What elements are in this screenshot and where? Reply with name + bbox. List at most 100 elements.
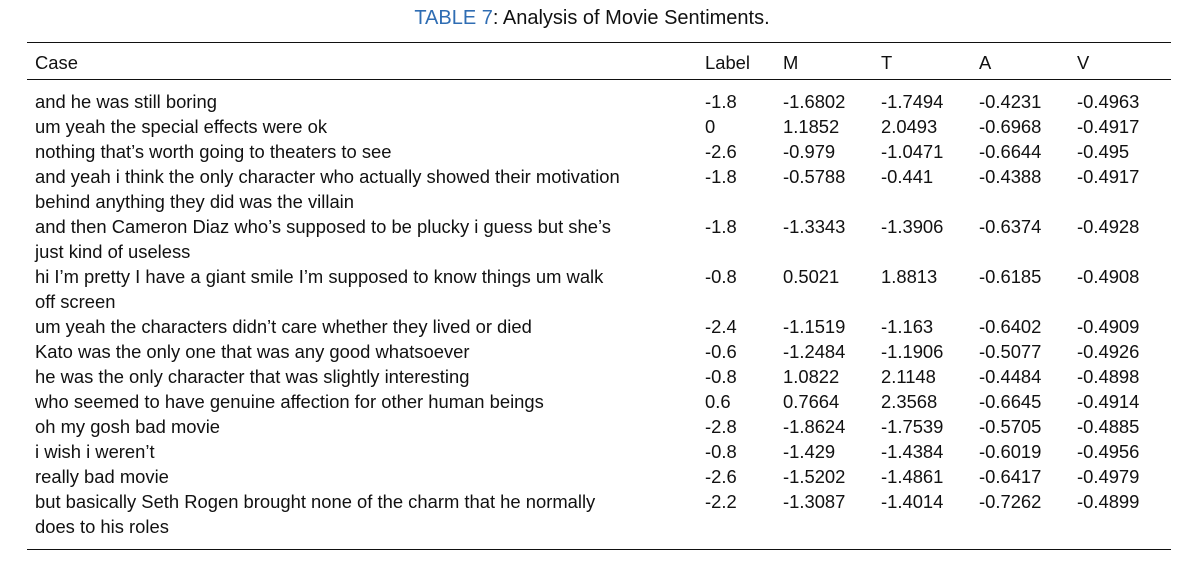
a-cell: -0.4484 — [979, 366, 1042, 387]
a-cell: -0.6968 — [979, 116, 1042, 137]
m-cell: 0.5021 — [783, 266, 840, 287]
label-cell: -0.8 — [705, 266, 737, 287]
case-cell: who seemed to have genuine affection for… — [35, 389, 705, 414]
t-cell: -1.163 — [881, 316, 934, 337]
a-cell: -0.6402 — [979, 316, 1042, 337]
m-cell: -1.429 — [783, 441, 836, 462]
case-text: um yeah the special effects were ok — [35, 116, 328, 137]
case-cell: he was the only character that was sligh… — [35, 364, 705, 389]
top-rule — [27, 42, 1171, 44]
label-cell: -1.8 — [705, 166, 737, 187]
v-cell: -0.4908 — [1077, 266, 1140, 287]
case-text: i wish i weren’t — [35, 441, 155, 462]
v-cell: -0.4928 — [1077, 216, 1140, 237]
label-cell: 0.6 — [705, 391, 731, 412]
a-cell: -0.6417 — [979, 466, 1042, 487]
t-cell: -1.0471 — [881, 141, 944, 162]
column-header-a: A — [979, 52, 992, 73]
m-cell: -0.5788 — [783, 166, 846, 187]
label-cell: -0.8 — [705, 366, 737, 387]
label-cell: -2.6 — [705, 141, 737, 162]
header-row: Case Label M T A V — [35, 50, 1167, 75]
a-cell: -0.6644 — [979, 141, 1042, 162]
table-header: Case Label M T A V — [35, 50, 1167, 75]
label-cell: -1.8 — [705, 216, 737, 237]
label-cell: -0.6 — [705, 341, 737, 362]
label-cell: -2.2 — [705, 491, 737, 512]
label-cell: -2.8 — [705, 416, 737, 437]
table-row: and yeah i think the only character who … — [35, 164, 1167, 214]
t-cell: -1.4384 — [881, 441, 944, 462]
case-cell: hi I’m pretty I have a giant smile I’m s… — [35, 264, 705, 314]
m-cell: -1.5202 — [783, 466, 846, 487]
case-cell: i wish i weren’t — [35, 439, 705, 464]
case-text: but basically Seth Rogen brought none of… — [35, 491, 596, 512]
table-row: who seemed to have genuine affection for… — [35, 389, 1167, 414]
v-cell: -0.4926 — [1077, 341, 1140, 362]
m-cell: 1.0822 — [783, 366, 840, 387]
case-cell: really bad movie — [35, 464, 705, 489]
case-text: who seemed to have genuine affection for… — [35, 391, 544, 412]
case-text: um yeah the characters didn’t care wheth… — [35, 316, 532, 337]
case-cell: but basically Seth Rogen brought none of… — [35, 489, 705, 539]
case-text: Kato was the only one that was any good … — [35, 341, 470, 362]
t-cell: 2.0493 — [881, 116, 938, 137]
table-row: um yeah the characters didn’t care wheth… — [35, 314, 1167, 339]
t-cell: -1.4014 — [881, 491, 944, 512]
case-text: nothing that’s worth going to theaters t… — [35, 141, 392, 162]
v-cell: -0.4899 — [1077, 491, 1140, 512]
column-header-t: T — [881, 52, 893, 73]
table-number: TABLE 7 — [414, 7, 493, 29]
a-cell: -0.6019 — [979, 441, 1042, 462]
t-cell: -0.441 — [881, 166, 934, 187]
t-cell: 2.3568 — [881, 391, 938, 412]
a-cell: -0.4231 — [979, 91, 1042, 112]
v-cell: -0.4956 — [1077, 441, 1140, 462]
t-cell: -1.3906 — [881, 216, 944, 237]
v-cell: -0.4909 — [1077, 316, 1140, 337]
v-cell: -0.495 — [1077, 141, 1130, 162]
case-cell: nothing that’s worth going to theaters t… — [35, 139, 705, 164]
case-cell: and he was still boring — [35, 89, 705, 114]
v-cell: -0.4917 — [1077, 116, 1140, 137]
m-cell: -1.2484 — [783, 341, 846, 362]
v-cell: -0.4914 — [1077, 391, 1140, 412]
sentiment-table: and he was still boring -1.8 -1.6802 -1.749… — [35, 89, 1167, 539]
v-cell: -0.4917 — [1077, 166, 1140, 187]
header-rule — [27, 79, 1171, 80]
t-cell: 2.1148 — [881, 366, 936, 387]
a-cell: -0.5077 — [979, 341, 1042, 362]
a-cell: -0.7262 — [979, 491, 1042, 512]
table-row: he was the only character that was sligh… — [35, 364, 1167, 389]
v-cell: -0.4898 — [1077, 366, 1140, 387]
case-text: he was the only character that was sligh… — [35, 366, 470, 387]
case-text: really bad movie — [35, 466, 169, 487]
case-text-continued: off screen — [35, 291, 116, 312]
table-row: nothing that’s worth going to theaters t… — [35, 139, 1167, 164]
t-cell: -1.4861 — [881, 466, 944, 487]
case-text: and yeah i think the only character who … — [35, 166, 620, 187]
case-cell: and then Cameron Diaz who’s supposed to … — [35, 214, 705, 264]
a-cell: -0.4388 — [979, 166, 1042, 187]
column-header-label: Label — [705, 52, 750, 73]
t-cell: 1.8813 — [881, 266, 938, 287]
case-text: and then Cameron Diaz who’s supposed to … — [35, 216, 611, 237]
t-cell: -1.1906 — [881, 341, 944, 362]
case-text: hi I’m pretty I have a giant smile I’m s… — [35, 266, 604, 287]
t-cell: -1.7494 — [881, 91, 944, 112]
label-cell: -0.8 — [705, 441, 737, 462]
a-cell: -0.6374 — [979, 216, 1042, 237]
table-row: um yeah the special effects were ok 0 1.18… — [35, 114, 1167, 139]
case-cell: um yeah the special effects were ok — [35, 114, 705, 139]
m-cell: -1.3343 — [783, 216, 846, 237]
case-text-continued: behind anything they did was the villain — [35, 191, 354, 212]
m-cell: -1.1519 — [783, 316, 846, 337]
caption-title: Analysis of Movie Sentiments. — [498, 7, 770, 29]
m-cell: 0.7664 — [783, 391, 840, 412]
table-row: and then Cameron Diaz who’s supposed to … — [35, 214, 1167, 264]
case-cell: um yeah the characters didn’t care wheth… — [35, 314, 705, 339]
label-cell: 0 — [705, 116, 716, 137]
case-text-continued: just kind of useless — [35, 241, 191, 262]
v-cell: -0.4963 — [1077, 91, 1140, 112]
table-row: hi I’m pretty I have a giant smile I’m s… — [35, 264, 1167, 314]
